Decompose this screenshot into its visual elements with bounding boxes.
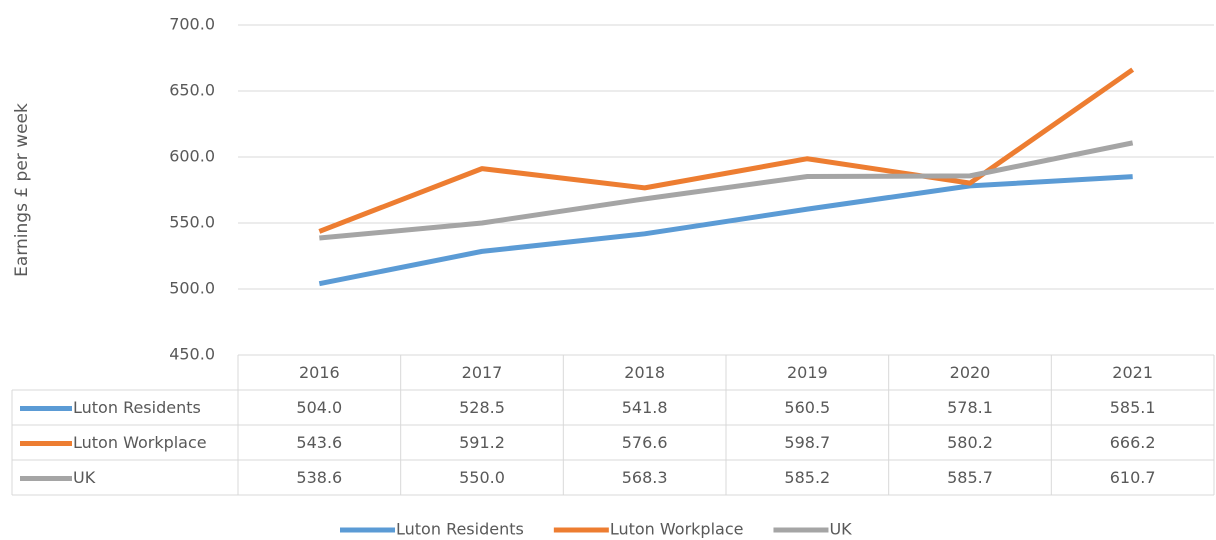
table-cell: 578.1 bbox=[947, 398, 993, 417]
table-cell: 550.0 bbox=[459, 468, 505, 487]
table-cell: 528.5 bbox=[459, 398, 505, 417]
x-tick-label: 2017 bbox=[462, 363, 503, 382]
x-tick-label: 2019 bbox=[787, 363, 828, 382]
table-cell: 580.2 bbox=[947, 433, 993, 452]
table-cell: 585.7 bbox=[947, 468, 993, 487]
table-cell: 568.3 bbox=[622, 468, 668, 487]
table-row-label: Luton Workplace bbox=[73, 433, 207, 452]
table-row-label: UK bbox=[73, 468, 96, 487]
x-tick-label: 2020 bbox=[950, 363, 991, 382]
table-cell: 610.7 bbox=[1110, 468, 1156, 487]
legend-label: Luton Workplace bbox=[610, 520, 744, 539]
table-cell: 666.2 bbox=[1110, 433, 1156, 452]
line-series bbox=[318, 67, 1135, 234]
table-cell: 598.7 bbox=[784, 433, 830, 452]
y-tick-label: 600.0 bbox=[169, 147, 215, 166]
y-tick-label: 500.0 bbox=[169, 279, 215, 298]
legend-label: Luton Residents bbox=[396, 520, 524, 539]
table-cell: 591.2 bbox=[459, 433, 505, 452]
table-row-label: Luton Residents bbox=[73, 398, 201, 417]
x-tick-label: 2021 bbox=[1112, 363, 1153, 382]
table-cell: 585.1 bbox=[1110, 398, 1156, 417]
table-cell: 543.6 bbox=[296, 433, 342, 452]
y-tick-label: 450.0 bbox=[169, 345, 215, 364]
table-cell: 576.6 bbox=[622, 433, 668, 452]
y-tick-label: 700.0 bbox=[169, 15, 215, 34]
table-cell: 585.2 bbox=[784, 468, 830, 487]
line-series bbox=[318, 174, 1133, 287]
x-tick-label: 2016 bbox=[299, 363, 340, 382]
table-cell: 504.0 bbox=[296, 398, 342, 417]
y-tick-label: 650.0 bbox=[169, 81, 215, 100]
table-cell: 541.8 bbox=[622, 398, 668, 417]
table-cell: 538.6 bbox=[296, 468, 342, 487]
legend-label: UK bbox=[829, 520, 852, 539]
table-cell: 560.5 bbox=[784, 398, 830, 417]
x-tick-label: 2018 bbox=[624, 363, 665, 382]
line-series bbox=[319, 140, 1134, 241]
y-axis-title: Earnings £ per week bbox=[12, 103, 32, 277]
y-tick-label: 550.0 bbox=[169, 213, 215, 232]
